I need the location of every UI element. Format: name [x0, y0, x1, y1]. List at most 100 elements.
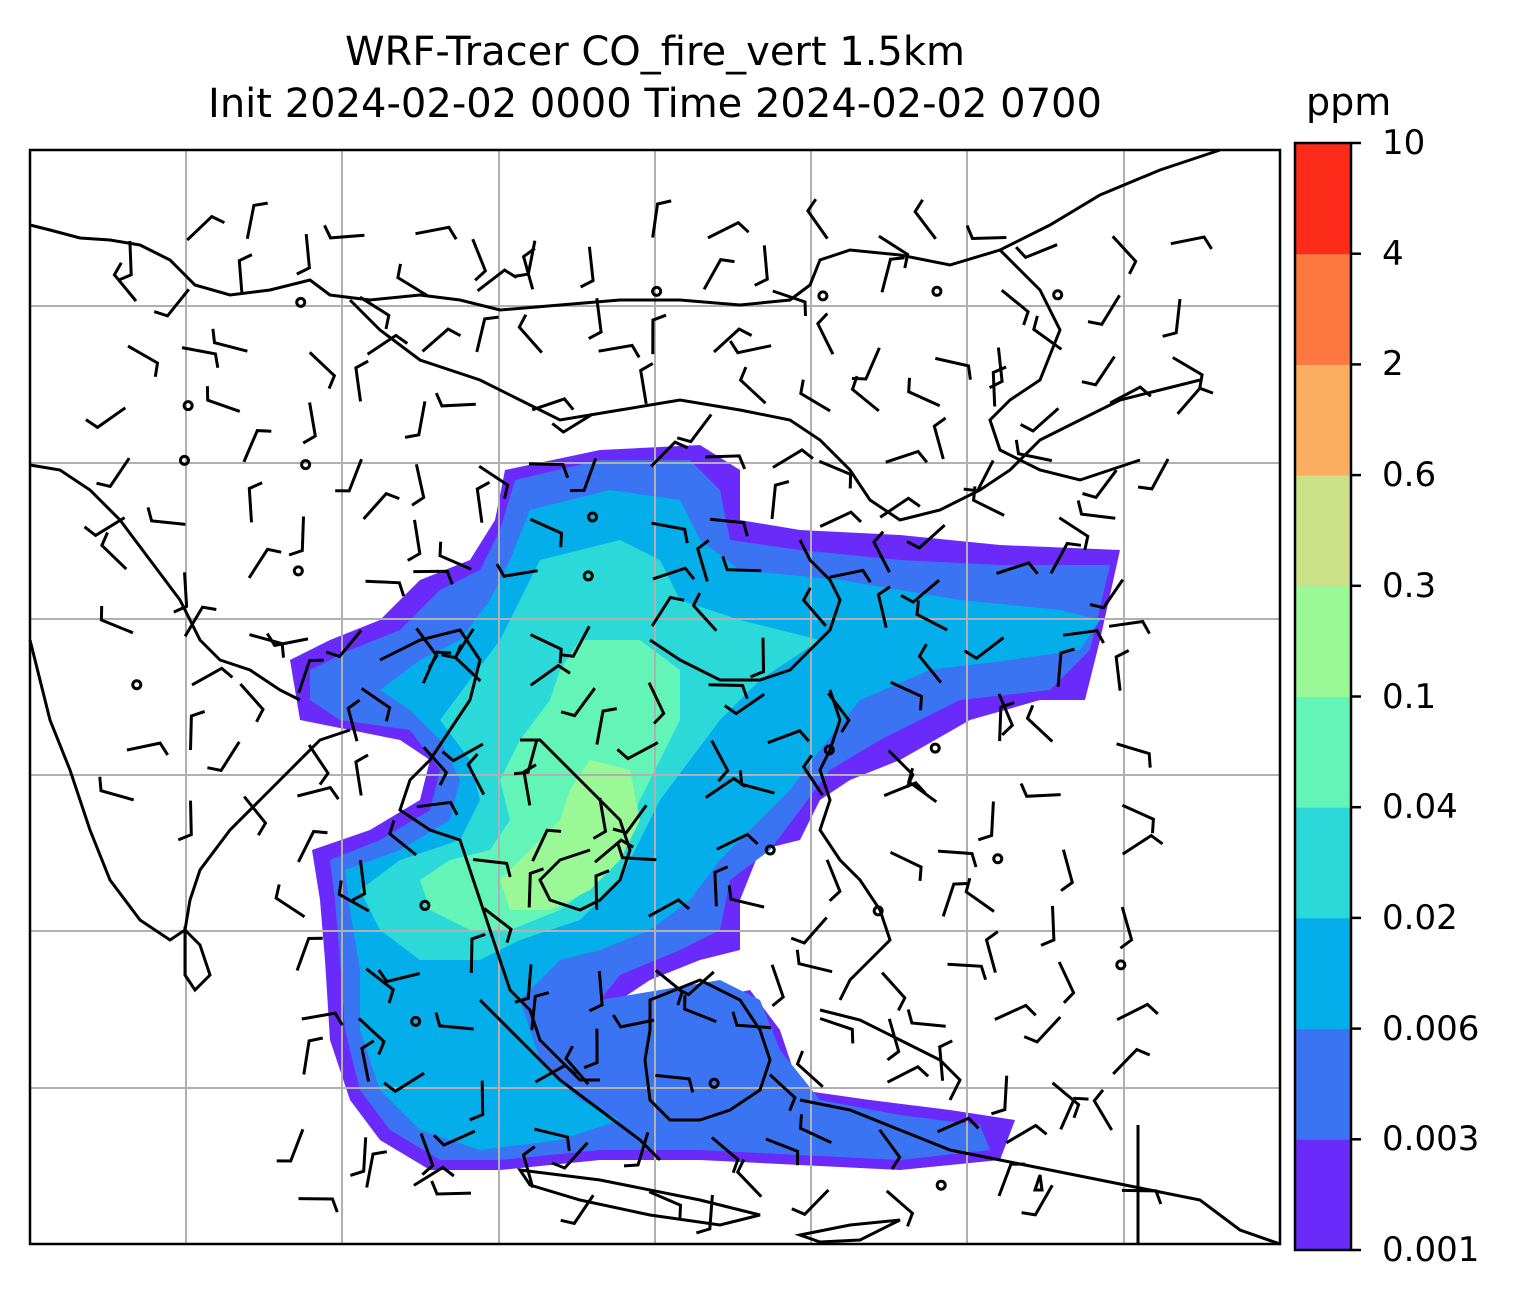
wind-barb	[362, 491, 400, 520]
wind-barb	[475, 315, 499, 353]
wind-barb	[521, 1145, 536, 1189]
wind-barb	[1121, 833, 1164, 856]
colorbar-unit: ppm	[1306, 80, 1392, 124]
wind-barb	[886, 1018, 901, 1062]
wind-barb	[938, 1039, 953, 1081]
wind-barb	[471, 238, 488, 282]
wind-barb	[651, 521, 689, 544]
wind-barb	[521, 247, 536, 290]
wind-barb	[937, 849, 978, 868]
wind-barb	[799, 379, 831, 413]
wind-barb	[357, 1017, 386, 1056]
wind-barb	[616, 843, 657, 862]
wind-barb	[237, 253, 253, 295]
wind-barb	[1025, 704, 1054, 743]
wind-barb	[801, 754, 824, 796]
wind-barb	[529, 663, 571, 687]
colorbar-tick-label: 0.003	[1382, 1119, 1480, 1160]
wind-barb	[570, 457, 598, 493]
wind-barb	[716, 832, 759, 851]
wind-barb	[900, 579, 941, 604]
wind-barb	[707, 220, 750, 240]
wind-barb	[723, 692, 766, 716]
wind-barb	[1051, 1081, 1081, 1119]
wind-barb	[396, 263, 428, 297]
wind-barb	[301, 1011, 344, 1026]
wind-barb	[798, 1114, 832, 1144]
wind-barb	[1059, 1096, 1089, 1131]
wind-barb	[1076, 500, 1116, 520]
wind-barb	[612, 1014, 655, 1029]
wind-barb	[96, 457, 131, 489]
wind-barb	[1087, 294, 1121, 326]
wind-barb	[514, 964, 533, 1004]
wind-barb	[1116, 742, 1152, 768]
wind-barb	[996, 561, 1039, 575]
wind-barb	[112, 261, 138, 302]
wind-barb	[676, 413, 713, 444]
wind-barb	[560, 687, 597, 718]
calm-wind-marker	[872, 905, 884, 917]
wind-barb	[991, 365, 1007, 407]
wind-barb	[710, 1136, 740, 1174]
wind-barb	[710, 739, 730, 783]
calm-wind-marker	[410, 1015, 422, 1027]
wind-barb	[913, 199, 937, 240]
wind-barb	[850, 375, 880, 413]
wind-barb	[421, 327, 462, 353]
wind-barb	[434, 392, 476, 408]
wind-barb	[1081, 355, 1116, 387]
wind-barb	[302, 402, 317, 445]
calm-wind-marker	[292, 565, 304, 577]
wind-barb	[651, 199, 672, 238]
wind-barb	[829, 568, 872, 584]
wind-barb	[377, 969, 421, 984]
wind-barb	[476, 268, 518, 292]
wind-barb	[947, 962, 988, 981]
wind-barb	[531, 397, 575, 412]
wind-barb	[579, 246, 595, 289]
colorbar-tick-label: 0.02	[1382, 897, 1458, 938]
calm-wind-marker	[817, 290, 829, 302]
wind-barb	[655, 1073, 695, 1093]
wind-barb	[1082, 469, 1118, 500]
wind-barb	[889, 850, 923, 882]
calm-wind-marker	[931, 285, 943, 297]
tracer-plume	[290, 445, 1120, 1170]
wind-barb	[963, 459, 995, 493]
wind-barb	[998, 701, 1015, 742]
wind-barb	[1032, 315, 1063, 351]
wind-barb	[207, 740, 241, 773]
wind-barb	[1058, 516, 1090, 551]
wind-barb	[1019, 407, 1060, 433]
wind-barb	[325, 629, 363, 659]
wind-barb	[616, 741, 659, 761]
wind-barb	[878, 234, 910, 269]
wind-barb	[416, 800, 459, 816]
wind-barb	[529, 517, 564, 548]
wind-barb	[1060, 849, 1075, 892]
wind-barb	[708, 683, 749, 700]
wind-barb	[997, 1162, 1025, 1197]
wind-barb	[419, 1132, 435, 1176]
wind-barb	[422, 746, 449, 786]
wind-barb	[191, 666, 234, 687]
wind-barb	[242, 429, 272, 463]
colorbar-frame	[1293, 141, 1353, 1252]
wind-barb	[346, 698, 361, 742]
map-title-line2: Init 2024-02-02 0000 Time 2024-02-02 070…	[208, 81, 1102, 127]
calm-wind-marker	[182, 400, 194, 412]
wind-barb	[366, 333, 409, 356]
wind-barb	[705, 454, 747, 470]
calm-wind-marker	[300, 459, 312, 471]
wind-barb	[595, 707, 618, 745]
wind-barb	[472, 858, 512, 878]
colorbar-band	[1295, 696, 1351, 808]
colorbar-band	[1295, 475, 1351, 587]
wind-barb	[749, 637, 766, 679]
wind-barb	[735, 1158, 763, 1198]
wind-barb	[623, 1131, 650, 1168]
wind-barb	[885, 449, 929, 464]
wind-barb	[880, 971, 907, 1012]
calm-wind-marker	[935, 1179, 947, 1191]
